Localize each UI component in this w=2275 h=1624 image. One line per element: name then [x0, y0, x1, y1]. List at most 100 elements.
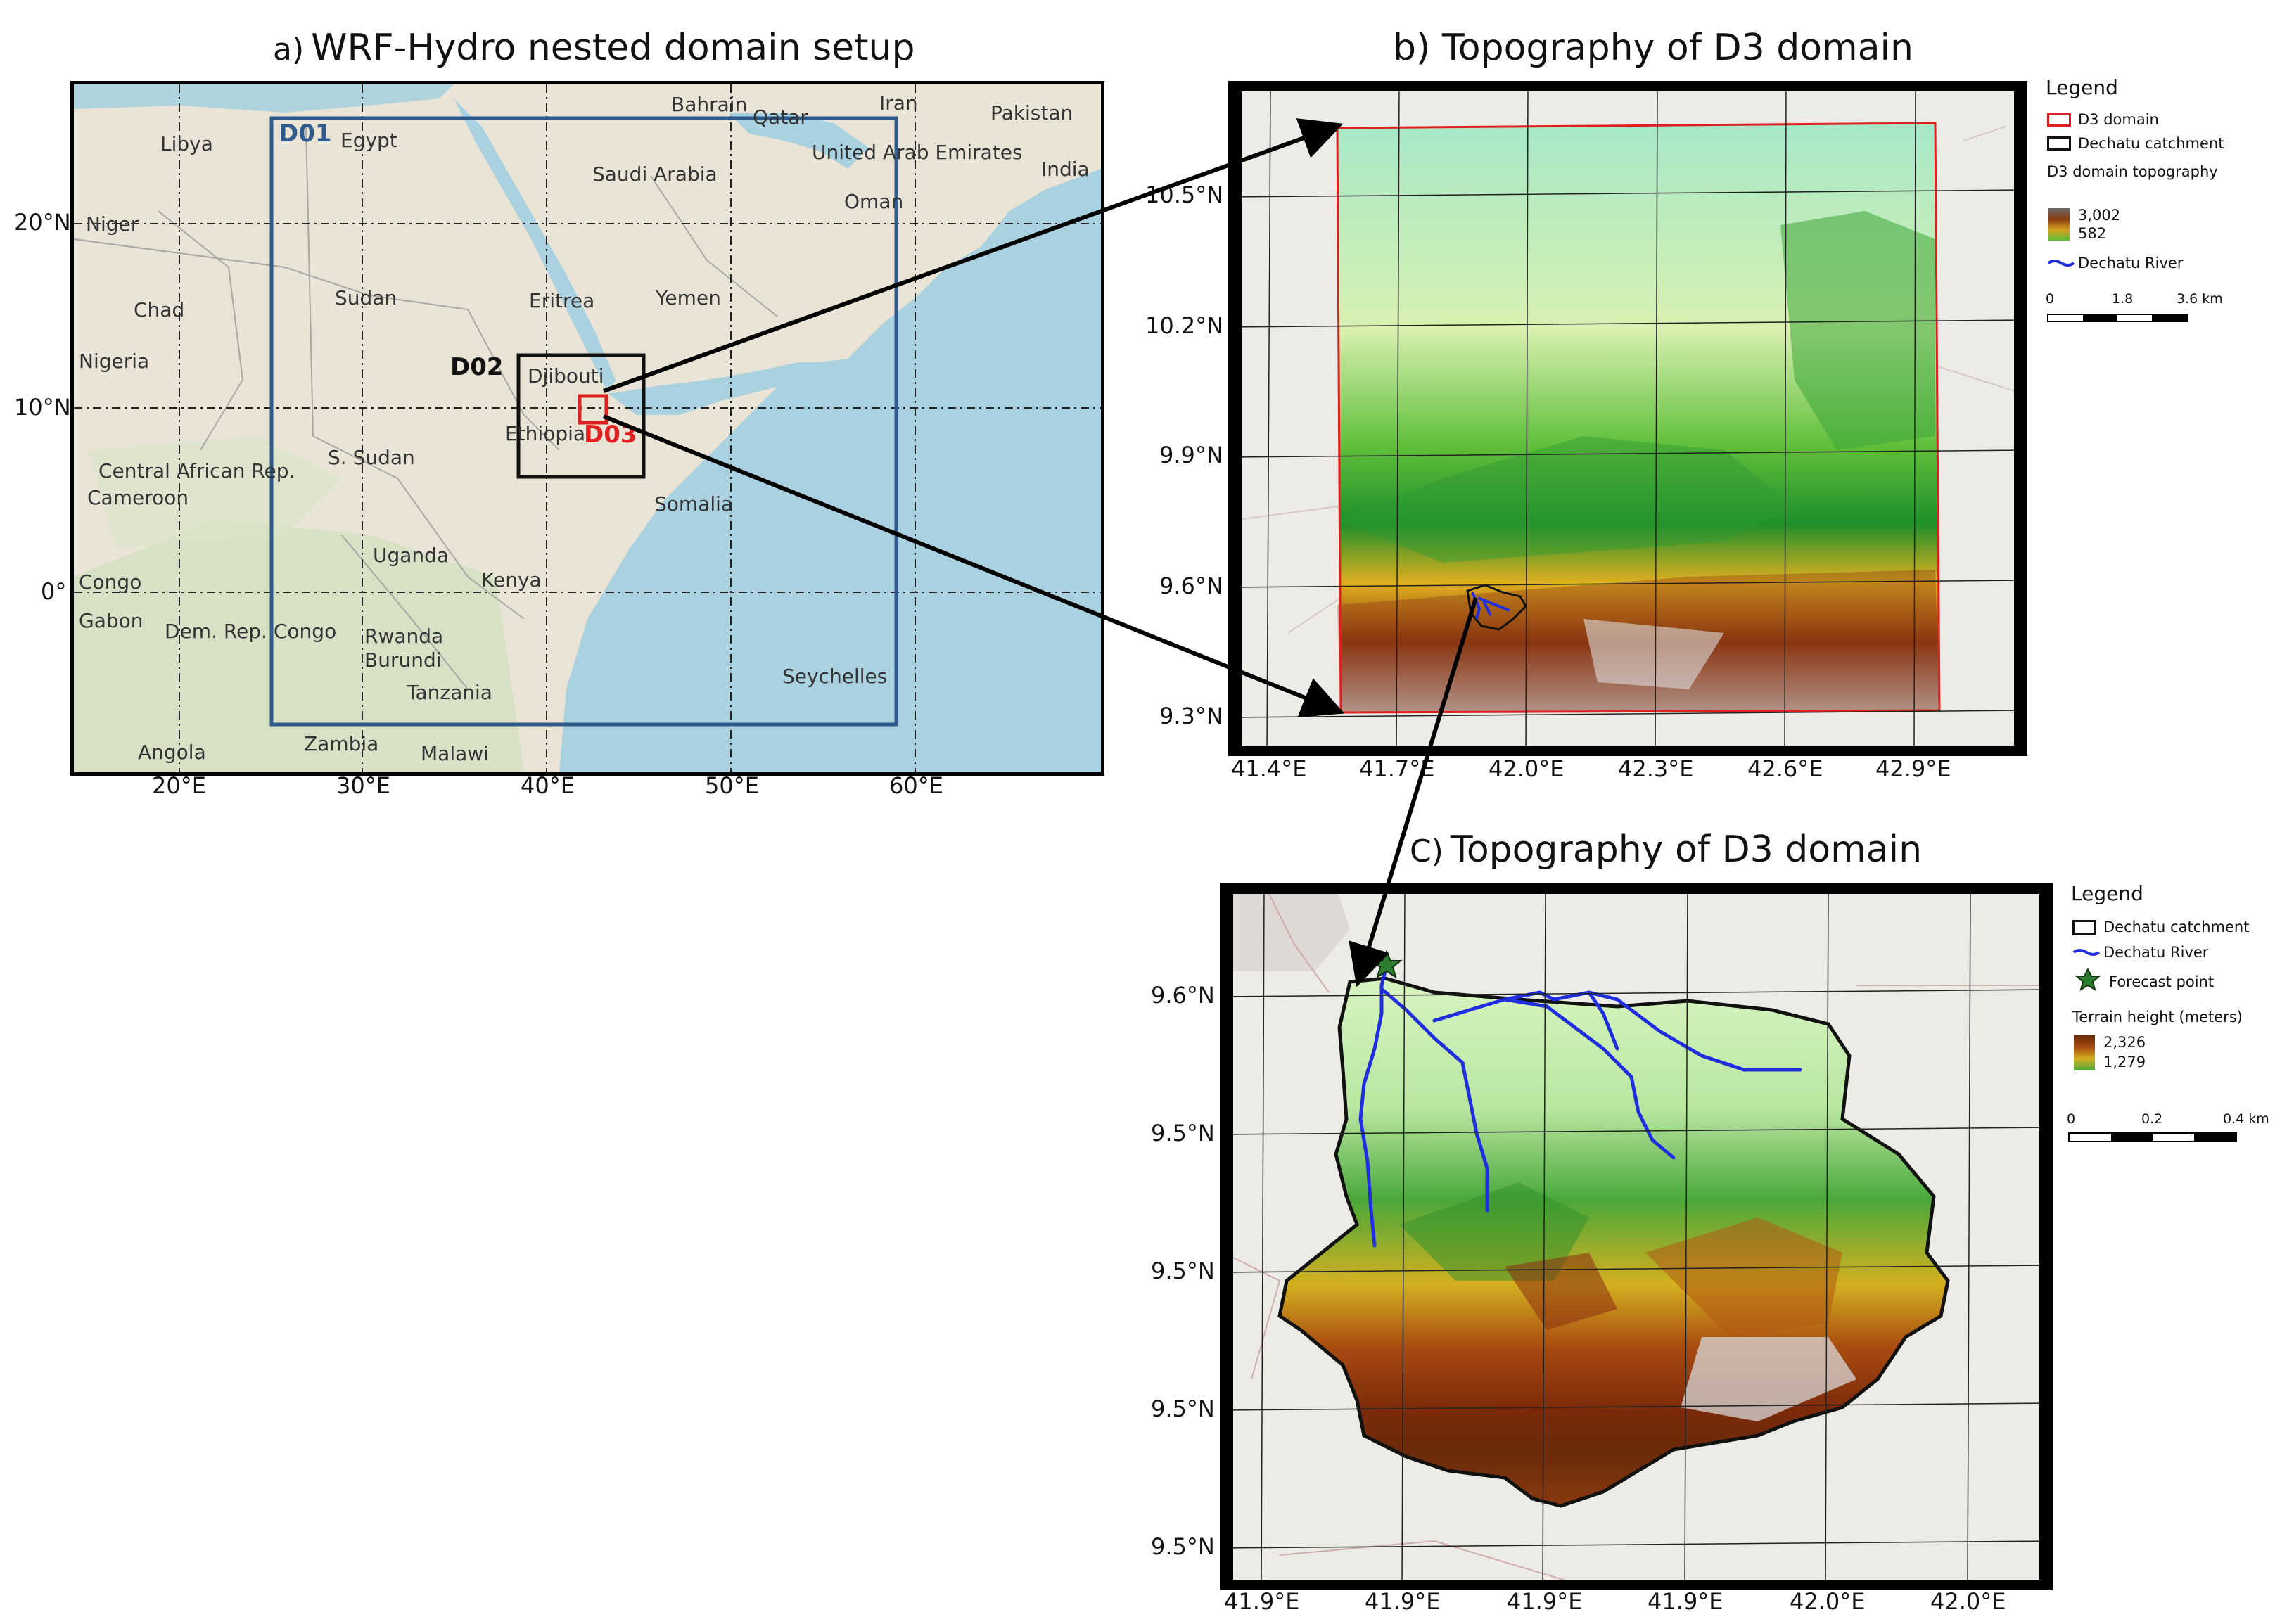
panel-c-map[interactable] — [1220, 883, 2053, 1590]
panel-a-title: a) WRF-Hydro nested domain setup — [273, 27, 915, 69]
label-rwanda: Rwanda — [364, 625, 444, 648]
b-legend-ramp-min: 582 — [2078, 225, 2107, 242]
c-legend-terrain-label: Terrain height (meters) — [2072, 1009, 2243, 1025]
label-malawi: Malawi — [421, 742, 489, 765]
b-legend-title: Legend — [2046, 76, 2118, 99]
label-s-sudan: S. Sudan — [328, 446, 415, 469]
b-lon-tick-4: 42.6°E — [1747, 755, 1823, 782]
b-legend-catchment-swatch — [2047, 136, 2071, 151]
b-lon-tick-3: 42.3°E — [1618, 755, 1694, 782]
c-legend-catchment-label: Dechatu catchment — [2103, 919, 2250, 935]
label-seychelles: Seychelles — [782, 665, 888, 688]
domain-label-d02: D02 — [450, 353, 504, 381]
b-legend-ramp — [2048, 208, 2070, 241]
label-uae: United Arab Emirates — [812, 141, 1023, 164]
b-scale-max: 3.6 km — [2177, 291, 2223, 307]
label-ethiopia: Ethiopia — [505, 422, 586, 445]
a-lon-tick-30e: 30°E — [336, 772, 390, 799]
label-oman: Oman — [844, 190, 904, 213]
c-lon-tick-4: 42.0°E — [1790, 1588, 1866, 1615]
domain-label-d01: D01 — [279, 120, 332, 148]
b-legend-topo-label: D3 domain topography — [2047, 163, 2218, 180]
label-djibouti: Djibouti — [528, 364, 604, 388]
panel-b-title: b) Topography of D3 domain — [1393, 27, 1913, 69]
b-lat-tick-1: 10.2°N — [1145, 312, 1224, 339]
b-lon-tick-5: 42.9°E — [1875, 755, 1951, 782]
c-legend-ramp-max: 2,326 — [2103, 1034, 2146, 1051]
b-scale-0: 0 — [2046, 291, 2055, 307]
a-lat-tick-0: 0° — [41, 578, 67, 605]
label-qatar: Qatar — [753, 106, 808, 129]
label-bahrain: Bahrain — [671, 93, 748, 116]
panel-b-map[interactable] — [1228, 81, 2027, 756]
label-chad: Chad — [134, 298, 185, 321]
label-kenya: Kenya — [481, 568, 542, 592]
b-legend-ramp-max: 3,002 — [2078, 207, 2121, 224]
label-niger: Niger — [86, 212, 139, 236]
label-nigeria: Nigeria — [79, 350, 150, 373]
a-lon-tick-40e: 40°E — [521, 772, 575, 799]
a-lat-tick-20n: 20°N — [14, 209, 71, 236]
c-legend-ramp-min: 1,279 — [2103, 1054, 2146, 1070]
label-india: India — [1041, 158, 1090, 181]
label-libya: Libya — [160, 132, 213, 155]
c-legend-river-label: Dechatu River — [2103, 944, 2209, 961]
d03-box — [578, 394, 608, 425]
c-lon-tick-2: 41.9°E — [1507, 1588, 1583, 1615]
c-legend-forecast-label: Forecast point — [2109, 973, 2215, 990]
c-legend-river-swatch — [2072, 949, 2101, 956]
c-lon-tick-5: 42.0°E — [1930, 1588, 2006, 1615]
label-iran: Iran — [879, 91, 918, 115]
panel-c-legend: Legend Dechatu catchment Dechatu River F… — [2065, 882, 2269, 1163]
a-lon-tick-50e: 50°E — [705, 772, 759, 799]
b-lat-tick-4: 9.3°N — [1159, 703, 1223, 729]
b-legend-river-swatch — [2047, 260, 2075, 267]
c-scale-0: 0 — [2067, 1111, 2076, 1127]
c-legend-ramp — [2074, 1035, 2095, 1070]
c-legend-title: Legend — [2071, 882, 2143, 905]
label-tanzania: Tanzania — [407, 681, 492, 704]
panel-c-title: C) Topography of D3 domain — [1410, 829, 1923, 871]
c-lat-tick-3: 9.5°N — [1151, 1395, 1215, 1422]
b-lon-tick-0: 41.4°E — [1231, 755, 1307, 782]
b-lon-tick-1: 41.7°E — [1359, 755, 1435, 782]
b-lat-tick-0: 10.5°N — [1145, 181, 1224, 208]
b-legend-d3-swatch — [2047, 113, 2071, 127]
c-scale-bar — [2068, 1132, 2237, 1142]
b-lon-tick-2: 42.0°E — [1489, 755, 1565, 782]
label-congo: Congo — [79, 570, 142, 594]
label-sudan: Sudan — [335, 286, 397, 309]
b-legend-catchment-label: Dechatu catchment — [2078, 135, 2224, 152]
label-eritrea: Eritrea — [529, 289, 595, 312]
label-saudi-arabia: Saudi Arabia — [592, 162, 718, 186]
c-legend-catchment-swatch — [2072, 920, 2096, 935]
a-lat-tick-10n: 10°N — [14, 394, 71, 421]
c-legend-forecast-icon — [2075, 968, 2101, 992]
c-lat-tick-2: 9.5°N — [1151, 1258, 1215, 1284]
b-legend-river-label: Dechatu River — [2078, 255, 2184, 271]
c-lon-tick-1: 41.9°E — [1365, 1588, 1441, 1615]
c-lat-tick-4: 9.5°N — [1151, 1533, 1215, 1560]
label-pakistan: Pakistan — [990, 101, 1073, 124]
c-lat-tick-0: 9.6°N — [1151, 982, 1215, 1009]
c-lat-tick-1: 9.5°N — [1151, 1120, 1215, 1146]
label-cameroon: Cameroon — [87, 486, 189, 509]
c-scale-max: 0.4 km — [2223, 1111, 2269, 1127]
d3-domain-outline — [1336, 122, 1941, 714]
b-scale-bar — [2047, 314, 2188, 322]
c-lon-tick-3: 41.9°E — [1648, 1588, 1723, 1615]
label-uganda: Uganda — [373, 544, 450, 567]
b-lat-tick-2: 9.9°N — [1159, 442, 1223, 468]
label-egypt: Egypt — [340, 129, 397, 152]
c-scale-mid: 0.2 — [2141, 1111, 2163, 1127]
label-drc: Dem. Rep. Congo — [165, 620, 337, 643]
label-angola: Angola — [138, 741, 206, 764]
b-legend-d3-label: D3 domain — [2078, 111, 2159, 128]
forecast-point-marker — [1370, 950, 1403, 979]
label-yemen: Yemen — [656, 286, 721, 309]
b-scale-mid: 1.8 — [2112, 291, 2134, 307]
panel-b-legend: Legend D3 domain Dechatu catchment D3 do… — [2044, 76, 2255, 343]
label-somalia: Somalia — [654, 492, 734, 516]
a-lon-tick-60e: 60°E — [889, 772, 943, 799]
b-lat-tick-3: 9.6°N — [1159, 573, 1223, 599]
